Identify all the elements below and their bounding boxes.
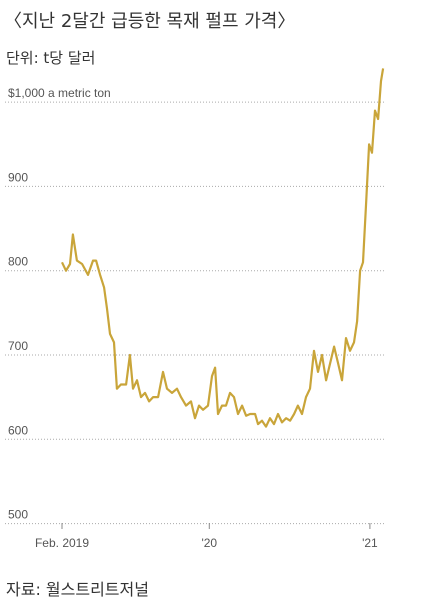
chart-subtitle: 단위: t당 달러: [6, 49, 95, 67]
y-tick-label: $1,000 a metric ton: [8, 86, 111, 100]
chart-title: 〈지난 2달간 급등한 목재 펄프 가격〉: [4, 11, 295, 32]
y-tick-label: 700: [8, 339, 28, 353]
y-tick-label: 600: [8, 423, 28, 437]
data-line: [61, 68, 385, 428]
x-tick-label: '20: [201, 536, 217, 550]
y-tick-label: 900: [8, 170, 28, 184]
x-tick-label: Feb. 2019: [35, 536, 89, 550]
y-tick-label: 500: [8, 508, 28, 522]
source: 자료: 월스트리트저널: [6, 580, 149, 599]
y-tick-label: 800: [8, 255, 28, 269]
x-tick-label: '21: [362, 536, 378, 550]
